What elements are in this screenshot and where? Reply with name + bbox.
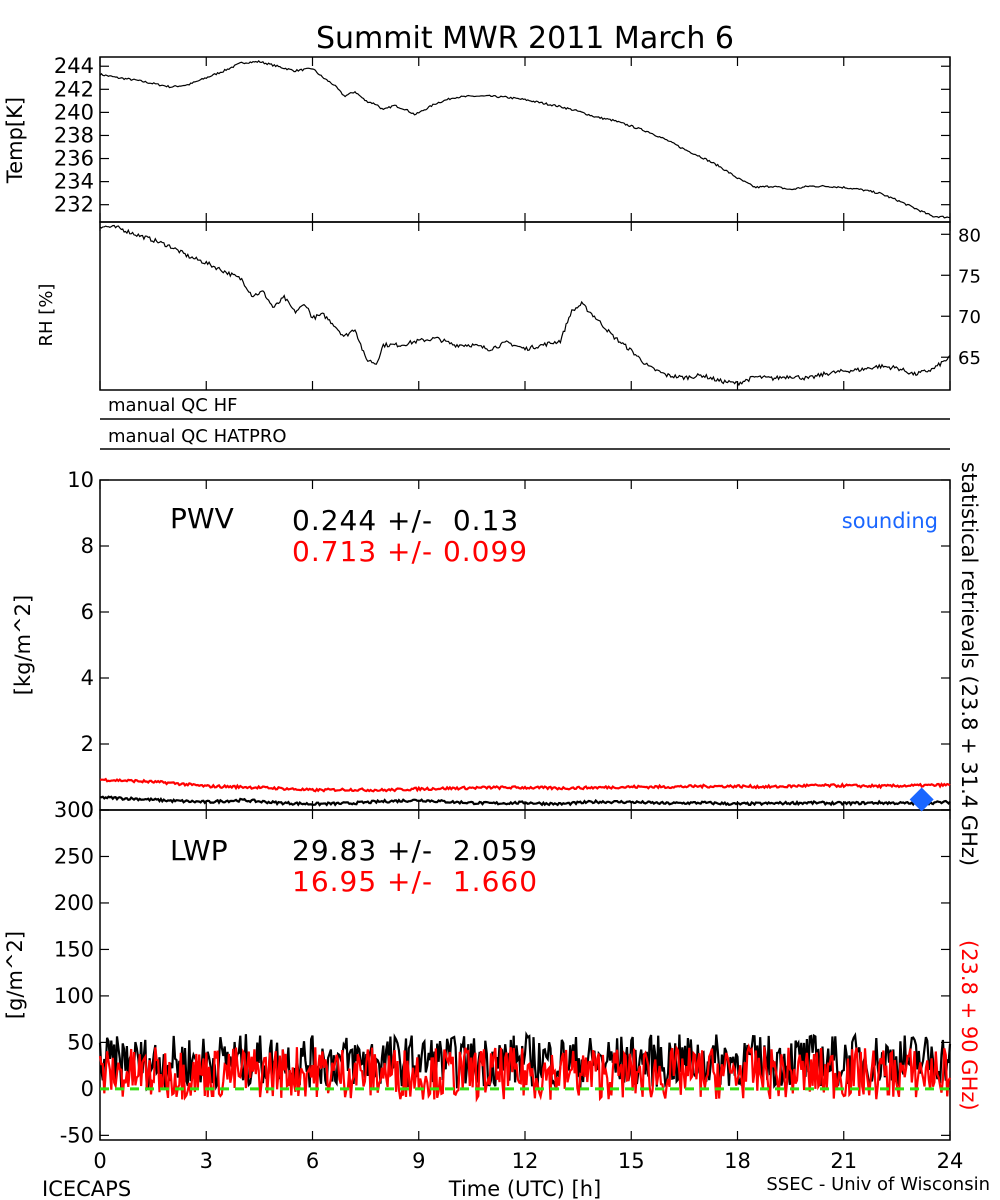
temp-ytick-label: 244 bbox=[54, 54, 94, 78]
right-label-black: statistical retrievals (23.8 + 31.4 GHz) bbox=[957, 462, 981, 866]
rh-ytick-label: 80 bbox=[958, 225, 981, 246]
lwp-ytick-label: 250 bbox=[54, 844, 94, 868]
lwp-ytick-label: 200 bbox=[54, 891, 94, 915]
x-tick-label: 9 bbox=[412, 1149, 425, 1173]
rh-ylabel: RH [%] bbox=[36, 284, 57, 347]
pwv-ytick-label: 0 bbox=[81, 798, 94, 822]
x-tick-label: 24 bbox=[937, 1149, 964, 1173]
lwp-ytick-label: 150 bbox=[54, 937, 94, 961]
footer-right: SSEC - Univ of Wisconsin bbox=[766, 1174, 990, 1195]
temp-ytick-label: 242 bbox=[54, 77, 94, 101]
pwv-ylabel: [kg/m^2] bbox=[11, 595, 35, 695]
qc-hatpro-label: manual QC HATPRO bbox=[108, 426, 287, 447]
lwp-series-line bbox=[98, 1042, 951, 1103]
temp-ytick-label: 236 bbox=[54, 147, 94, 171]
rh-series-line bbox=[99, 224, 951, 387]
lwp-ytick-label: 50 bbox=[67, 1030, 94, 1054]
x-tick-label: 0 bbox=[93, 1149, 106, 1173]
temp-ytick-label: 238 bbox=[54, 123, 94, 147]
footer-left: ICECAPS bbox=[42, 1177, 131, 1200]
rh-ytick-label: 70 bbox=[958, 307, 981, 328]
x-tick-label: 21 bbox=[830, 1149, 857, 1173]
lwp-label: LWP bbox=[170, 834, 228, 867]
pwv-ytick-label: 10 bbox=[67, 468, 94, 492]
temp-ylabel: Temp[K] bbox=[3, 97, 27, 184]
pwv-series-line bbox=[99, 777, 951, 793]
pwv-stat-black: 0.244 +/- 0.13 bbox=[292, 504, 519, 537]
temp-series-line bbox=[99, 60, 951, 219]
right-label-red: (23.8 + 90 GHz) bbox=[957, 940, 981, 1111]
rh-panel-frame bbox=[99, 221, 951, 391]
pwv-series-line bbox=[99, 795, 951, 807]
x-tick-label: 15 bbox=[618, 1149, 645, 1173]
lwp-stat-red: 16.95 +/- 1.660 bbox=[292, 865, 538, 898]
pwv-ytick-label: 8 bbox=[81, 534, 94, 558]
sounding-label: sounding bbox=[842, 509, 938, 533]
chart-marks: 232234236238240242244657075800246810-500… bbox=[54, 54, 981, 1173]
lwp-stat-black: 29.83 +/- 2.059 bbox=[292, 834, 538, 867]
temp-ytick-label: 234 bbox=[54, 170, 94, 194]
pwv-ytick-label: 6 bbox=[81, 600, 94, 624]
lwp-ytick-label: 0 bbox=[81, 1077, 94, 1101]
sounding-marker bbox=[909, 787, 934, 812]
rh-ytick-label: 75 bbox=[958, 266, 981, 287]
lwp-ytick-label: 100 bbox=[54, 984, 94, 1008]
x-tick-label: 6 bbox=[306, 1149, 319, 1173]
temp-ytick-label: 240 bbox=[54, 100, 94, 124]
temp-panel-frame bbox=[99, 56, 951, 223]
pwv-ytick-label: 4 bbox=[81, 666, 94, 690]
pwv-ytick-label: 2 bbox=[81, 732, 94, 756]
lwp-ytick-label: 300 bbox=[54, 798, 94, 822]
pwv-stat-red: 0.713 +/- 0.099 bbox=[292, 535, 528, 568]
x-axis-label: Time (UTC) [h] bbox=[448, 1177, 601, 1200]
x-tick-label: 3 bbox=[200, 1149, 213, 1173]
temp-ytick-label: 232 bbox=[54, 193, 94, 217]
figure-title: Summit MWR 2011 March 6 bbox=[316, 21, 734, 56]
qc-hf-label: manual QC HF bbox=[108, 395, 237, 416]
pwv-label: PWV bbox=[170, 502, 234, 535]
x-tick-label: 12 bbox=[512, 1149, 539, 1173]
x-tick-label: 18 bbox=[724, 1149, 751, 1173]
lwp-ylabel: [g/m^2] bbox=[3, 931, 27, 1019]
rh-ytick-label: 65 bbox=[958, 348, 981, 369]
lwp-ytick-label: -50 bbox=[60, 1123, 94, 1147]
